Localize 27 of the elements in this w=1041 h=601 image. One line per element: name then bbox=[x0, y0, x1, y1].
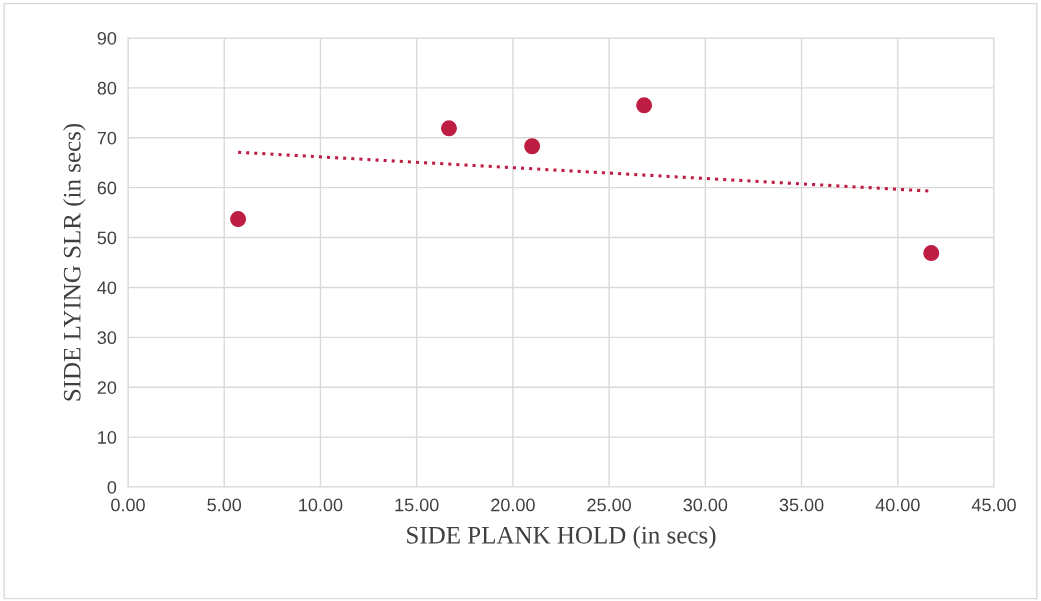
point bbox=[441, 120, 457, 137]
y-tick-label: 0 bbox=[107, 480, 117, 494]
y-tick-label: 40 bbox=[97, 281, 117, 295]
y-tick-label: 30 bbox=[97, 331, 117, 345]
point bbox=[230, 211, 247, 228]
x-tick-label: 45.00 bbox=[971, 498, 1016, 512]
point bbox=[923, 245, 940, 261]
y-tick-label: 80 bbox=[97, 81, 117, 95]
x-tick-label: 40.00 bbox=[875, 498, 920, 512]
y-tick-label: 10 bbox=[98, 431, 117, 444]
x-tick-label: 35.00 bbox=[779, 498, 824, 512]
x-axis-title: SIDE PLANK HOLD (in secs) bbox=[407, 526, 716, 549]
point bbox=[524, 138, 541, 155]
x-tick-label: 5.00 bbox=[207, 498, 242, 512]
y-tick-label: 90 bbox=[97, 31, 117, 45]
x-tick-label: 30.00 bbox=[683, 498, 728, 512]
x-tick-label: 0.00 bbox=[111, 498, 145, 512]
y-tick-label: 50 bbox=[97, 231, 117, 245]
x-tick-label: 10.00 bbox=[299, 498, 343, 512]
x-tick-label: 20.00 bbox=[491, 498, 535, 512]
y-tick-label: 70 bbox=[97, 131, 117, 145]
point bbox=[636, 97, 653, 114]
x-tick-label: 15.00 bbox=[395, 498, 439, 512]
y-tick-label: 60 bbox=[97, 181, 117, 195]
x-tick-label: 25.00 bbox=[587, 498, 631, 512]
y-tick-label: 20 bbox=[97, 381, 117, 394]
y-axis-title: SIDE LYING SLR (in secs) bbox=[63, 123, 86, 401]
